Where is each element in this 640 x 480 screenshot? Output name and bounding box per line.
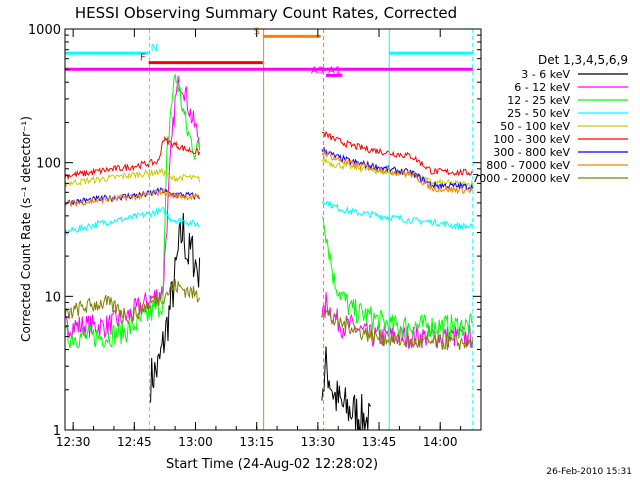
state-label-1: N: [151, 43, 158, 54]
state-label-7: A3: [311, 65, 324, 76]
marker-layer: NSFA1A3: [65, 26, 474, 430]
y-tick-label-1: 1: [53, 424, 61, 439]
x-tick-label-1: 12:30: [56, 435, 91, 449]
legend-label-6: 100 - 300 keV: [493, 133, 570, 146]
legend-label-1: 3 - 6 keV: [521, 68, 570, 81]
state-label-6: A1: [328, 65, 341, 76]
legend-label-5: 50 - 100 keV: [500, 120, 570, 133]
series-line-4: [64, 201, 474, 236]
series-line-7: [64, 147, 474, 208]
x-tick-label-6: 13:45: [362, 435, 397, 449]
y-tick-label-3: 100: [36, 157, 61, 172]
x-tick-label-3: 13:00: [178, 435, 213, 449]
x-tick-label-4: 13:15: [239, 435, 274, 449]
x-tick-label-2: 12:45: [117, 435, 152, 449]
chart-title: HESSI Observing Summary Count Rates, Cor…: [75, 4, 457, 22]
x-axis-label: Start Time (24-Aug-02 12:28:02): [166, 457, 378, 472]
series-line-6: [64, 130, 474, 181]
state-label-4: F: [140, 53, 146, 64]
x-tick-label-7: 14:00: [423, 435, 458, 449]
legend-label-8: 800 - 7000 keV: [486, 159, 570, 172]
timestamp: 26-Feb-2010 15:31: [546, 467, 632, 477]
x-tick-label-5: 13:30: [301, 435, 336, 449]
y-tick-label-4: 1000: [28, 23, 61, 38]
series-line-9: [64, 279, 474, 351]
legend-title: Det 1,3,4,5,6,9: [538, 53, 628, 67]
plot-frame: [64, 28, 482, 431]
series-layer: [64, 73, 474, 431]
y-axis-label: Corrected Count Rate (s⁻¹ detector⁻¹): [19, 116, 33, 342]
legend-label-3: 12 - 25 keV: [507, 94, 570, 107]
series-line-8: [64, 150, 473, 208]
y-tick-label-2: 10: [44, 290, 61, 305]
legend-label-2: 6 - 12 keV: [514, 81, 570, 94]
axis-layer: 12:30 12:45 13:00 13:15 13:30 13:45 14:00 1 10 10…: [28, 23, 482, 449]
legend-label-7: 300 - 800 keV: [493, 146, 570, 159]
legend-label-4: 25 - 50 keV: [507, 107, 570, 120]
legend-label-9: 7000 - 20000 keV: [472, 172, 570, 185]
